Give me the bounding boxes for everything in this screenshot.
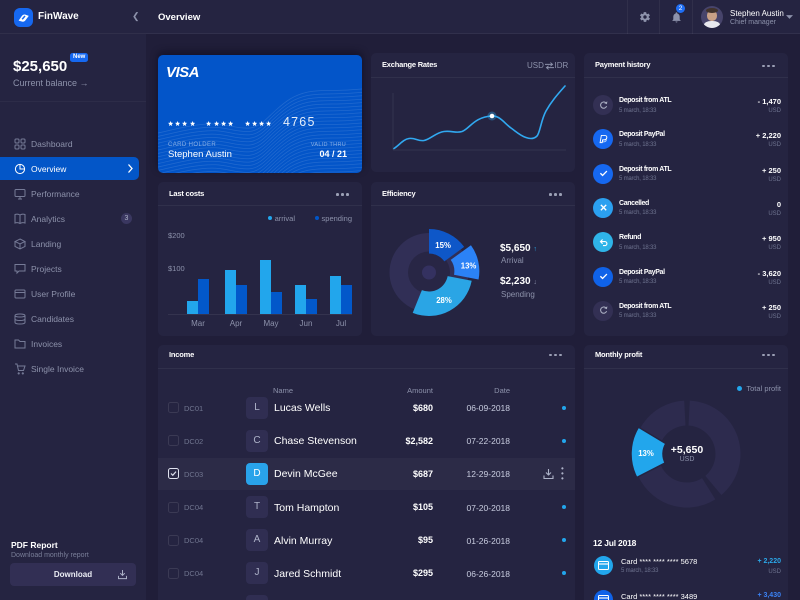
svg-text:13%: 13%	[461, 261, 477, 270]
svg-text:15%: 15%	[435, 240, 451, 249]
svg-text:13%: 13%	[638, 448, 654, 457]
svg-text:28%: 28%	[436, 296, 452, 305]
